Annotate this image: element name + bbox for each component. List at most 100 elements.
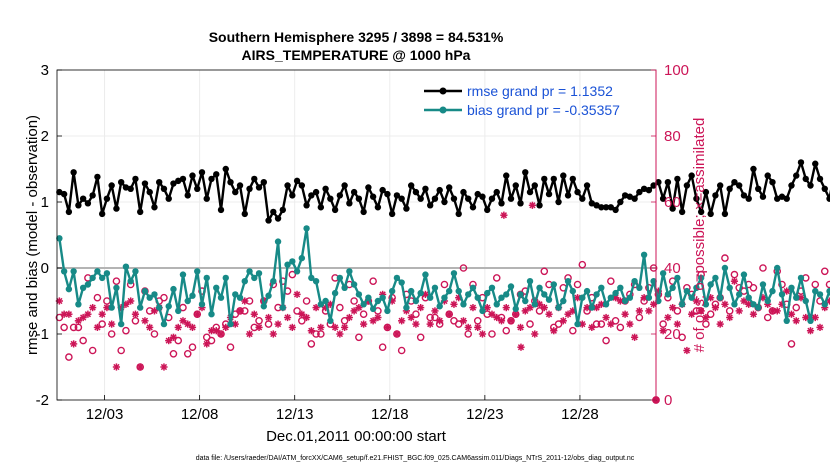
- asterisk-stroke: [693, 297, 700, 305]
- obs-assimilated-marker: [816, 323, 824, 331]
- left-tick-label: 2: [41, 128, 49, 145]
- asterisk-stroke: [512, 311, 519, 318]
- bias-point: [132, 268, 139, 275]
- x-tick-label: 12/08: [181, 406, 219, 423]
- asterisk-stroke: [270, 330, 277, 338]
- legend: rmse grand pr = 1.1352 bias grand pr = -…: [424, 83, 620, 118]
- rmse-point: [769, 179, 776, 186]
- rmse-point: [750, 165, 757, 173]
- rmse-point: [179, 175, 187, 183]
- asterisk-stroke: [788, 311, 795, 318]
- rmse-point: [607, 204, 615, 211]
- rmse-point: [545, 190, 553, 198]
- obs-possible-marker: [573, 280, 582, 289]
- asterisk-stroke: [303, 314, 310, 321]
- obs-assimilated-marker: [55, 297, 63, 305]
- rmse-point: [113, 205, 120, 212]
- rmse-point: [431, 195, 439, 202]
- obs-possible-marker: [255, 316, 263, 325]
- obs-assimilated-markers: [55, 201, 830, 404]
- rmse-point: [98, 210, 106, 218]
- bias-point: [712, 274, 719, 282]
- asterisk-stroke: [774, 307, 781, 315]
- bias-point: [769, 287, 776, 295]
- bias-point: [778, 291, 786, 298]
- obs-possible-marker: [350, 297, 358, 305]
- bias-point: [236, 294, 244, 301]
- rmse-point: [232, 188, 239, 196]
- x-tick-label: 12/03: [86, 406, 124, 423]
- obs-assimilated-marker: [459, 317, 468, 325]
- x-tick-label: 12/13: [276, 406, 314, 423]
- rmse-point: [659, 195, 667, 202]
- obs-assimilated-marker: [79, 313, 87, 322]
- obs-assimilated-marker: [688, 310, 696, 318]
- rmse-point: [517, 200, 524, 207]
- bias-point: [422, 271, 429, 278]
- bias-point: [298, 254, 306, 262]
- bias-point: [636, 284, 643, 291]
- obs-assimilated-marker: [98, 310, 106, 318]
- bias-point: [270, 278, 277, 285]
- bias-point: [503, 291, 510, 298]
- obs-possible-marker: [69, 323, 78, 332]
- obs-possible-marker: [721, 254, 729, 262]
- obs-possible-marker: [526, 320, 534, 328]
- rmse-point: [136, 208, 144, 216]
- bias-point: [208, 311, 215, 318]
- obs-possible-marker: [492, 274, 501, 282]
- bias-point: [436, 303, 443, 310]
- obs-assimilated-marker: [141, 317, 149, 325]
- bias-point: [341, 284, 348, 291]
- obs-assimilated-marker: [497, 317, 506, 325]
- rmse-point: [146, 188, 153, 196]
- chart-subtitle: AIRS_TEMPERATURE @ 1000 hPa: [242, 47, 471, 63]
- asterisk-stroke: [493, 314, 500, 321]
- rmse-point: [322, 185, 329, 192]
- obs-assimilated-marker: [264, 313, 273, 322]
- asterisk-stroke: [431, 307, 439, 315]
- bias-point: [246, 268, 253, 275]
- obs-assimilated-marker: [631, 333, 639, 341]
- bias-point: [94, 268, 101, 275]
- rmse-point: [522, 169, 529, 176]
- asterisk-stroke: [683, 347, 691, 354]
- rmse-point: [460, 188, 467, 196]
- asterisk-stroke: [626, 320, 633, 328]
- obs-assimilated-marker: [241, 297, 249, 305]
- bias-point: [816, 291, 824, 298]
- obs-assimilated-marker: [673, 320, 681, 328]
- obs-assimilated-marker: [516, 323, 525, 331]
- rmse-point: [331, 206, 339, 214]
- rmse-point: [465, 195, 472, 202]
- asterisk-stroke: [688, 311, 695, 318]
- asterisk-stroke: [721, 301, 729, 308]
- asterisk-stroke: [132, 311, 139, 318]
- bias-point: [574, 320, 581, 328]
- rmse-point: [251, 175, 258, 183]
- asterisk-stroke: [327, 301, 334, 308]
- bias-point: [151, 291, 158, 298]
- rmse-point: [284, 182, 291, 189]
- obs-possible-marker: [359, 310, 368, 319]
- asterisk-stroke: [75, 317, 82, 324]
- obs-assimilated-marker: [478, 330, 487, 338]
- rmse-point: [355, 195, 363, 202]
- footer-data-file: data file: /Users/raeder/DAI/ATM_forcXX/…: [196, 455, 635, 462]
- asterisk-stroke: [488, 311, 496, 318]
- bias-point: [79, 284, 87, 291]
- x-tick-label: 12/18: [371, 406, 409, 423]
- rmse-point: [388, 210, 396, 218]
- asterisk-stroke: [736, 307, 743, 315]
- obs-possible-marker: [540, 267, 549, 276]
- rmse-point: [79, 195, 87, 202]
- obs-assimilated-marker: [500, 211, 508, 219]
- rmse-point: [526, 188, 534, 196]
- bias-point: [289, 258, 296, 265]
- right-tick-label: 0: [664, 392, 672, 409]
- obs-assimilated-marker: [108, 320, 116, 328]
- bias-point: [417, 289, 424, 297]
- obs-assimilated-marker: [431, 307, 439, 315]
- asterisk-stroke: [503, 304, 510, 311]
- rmse-point: [274, 215, 282, 222]
